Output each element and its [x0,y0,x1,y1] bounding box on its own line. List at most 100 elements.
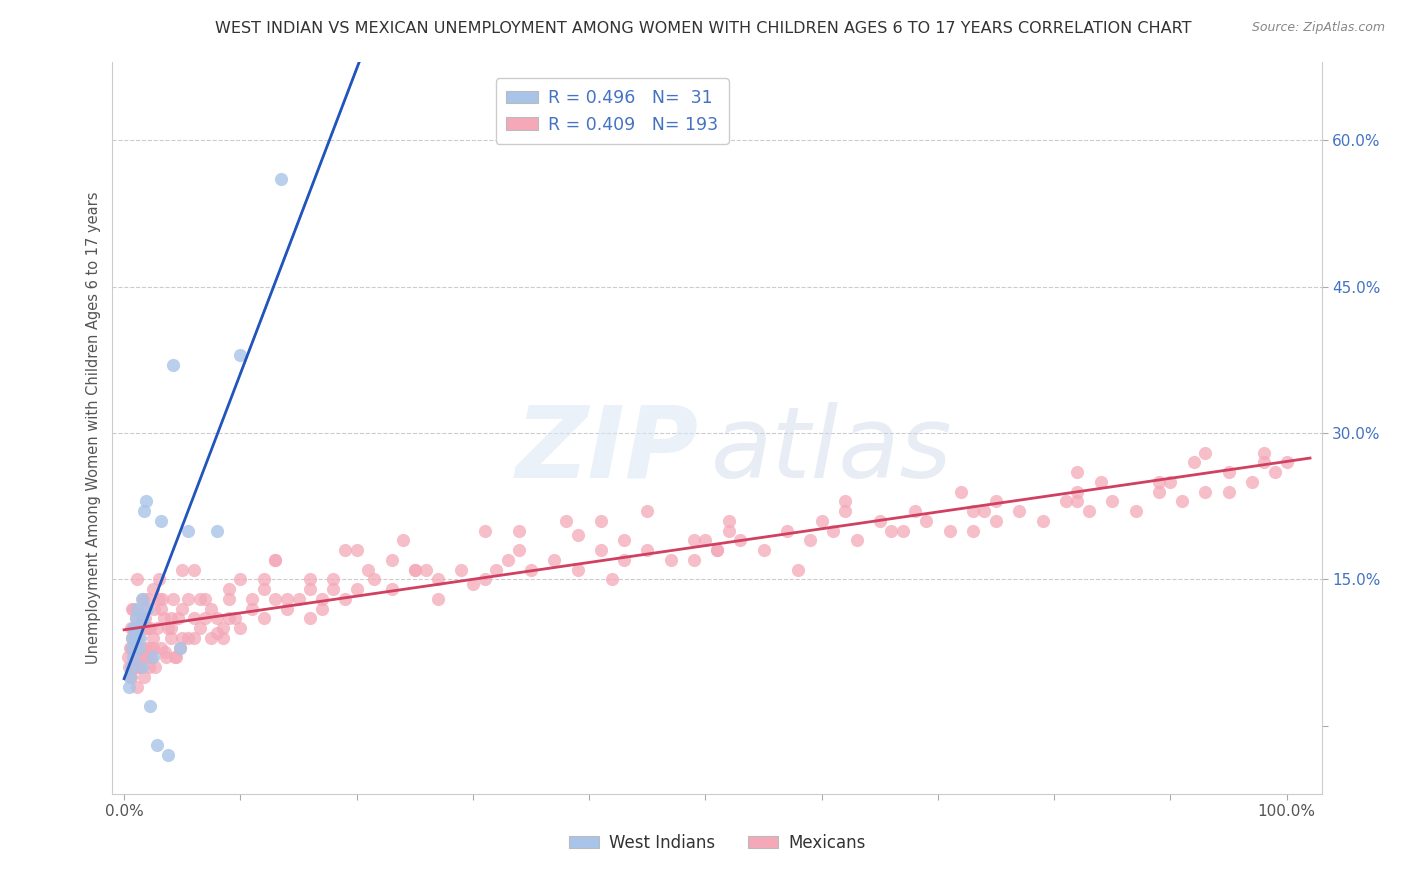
Point [962,504,984,518]
Point [450,563,472,577]
Point [118,670,141,684]
Point [177,524,200,538]
Point [169,640,191,655]
Point [218,591,240,606]
Point [177,631,200,645]
Point [131,650,153,665]
Point [135,494,157,508]
Point [1218,465,1240,479]
Point [229,621,252,635]
Point [166,611,188,625]
Point [212,631,235,645]
Point [823,524,845,538]
Point [1078,504,1101,518]
Point [380,582,402,596]
Point [120,640,142,655]
Point [169,640,191,655]
Point [148,572,170,586]
Point [165,650,187,665]
Point [322,582,344,596]
Point [122,601,145,615]
Point [950,484,973,499]
Point [131,640,153,655]
Point [1125,504,1147,518]
Point [131,591,153,606]
Point [229,572,252,586]
Point [183,611,205,625]
Point [122,660,145,674]
Point [776,524,799,538]
Point [485,563,508,577]
Point [1066,465,1088,479]
Point [148,591,170,606]
Point [125,621,148,635]
Text: atlas: atlas [711,401,953,499]
Point [125,650,148,665]
Point [145,660,167,674]
Point [404,563,426,577]
Point [132,611,155,625]
Point [333,591,356,606]
Y-axis label: Unemployment Among Women with Children Ages 6 to 17 years: Unemployment Among Women with Children A… [86,192,101,665]
Point [200,631,222,645]
Point [125,611,148,625]
Point [136,650,159,665]
Point [162,591,184,606]
Point [172,631,194,645]
Point [253,611,276,625]
Point [122,650,145,665]
Point [121,631,143,645]
Point [973,504,995,518]
Point [695,533,717,548]
Point [404,563,426,577]
Point [127,621,149,635]
Point [1147,484,1170,499]
Point [357,563,380,577]
Point [276,591,298,606]
Point [162,358,184,372]
Point [554,514,576,528]
Point [520,563,543,577]
Point [613,533,636,548]
Point [730,533,752,548]
Point [346,543,368,558]
Point [128,640,150,655]
Point [1194,445,1216,459]
Point [172,601,194,615]
Point [157,747,180,762]
Point [152,591,174,606]
Point [218,582,240,596]
Point [150,514,173,528]
Point [212,621,235,635]
Point [132,670,155,684]
Point [589,543,612,558]
Point [636,543,658,558]
Point [427,591,450,606]
Point [194,591,217,606]
Point [1066,484,1088,499]
Point [253,572,276,586]
Point [121,601,143,615]
Point [834,494,856,508]
Point [322,572,344,586]
Point [132,591,155,606]
Point [159,611,181,625]
Point [938,524,960,538]
Point [138,621,160,635]
Point [135,640,157,655]
Point [415,563,437,577]
Point [717,524,740,538]
Point [799,533,821,548]
Point [200,601,222,615]
Point [125,660,148,674]
Point [118,670,141,684]
Point [299,582,322,596]
Point [1101,494,1123,508]
Point [194,611,217,625]
Point [264,553,287,567]
Point [150,640,173,655]
Point [128,650,150,665]
Point [474,572,496,586]
Point [139,650,162,665]
Point [125,611,148,625]
